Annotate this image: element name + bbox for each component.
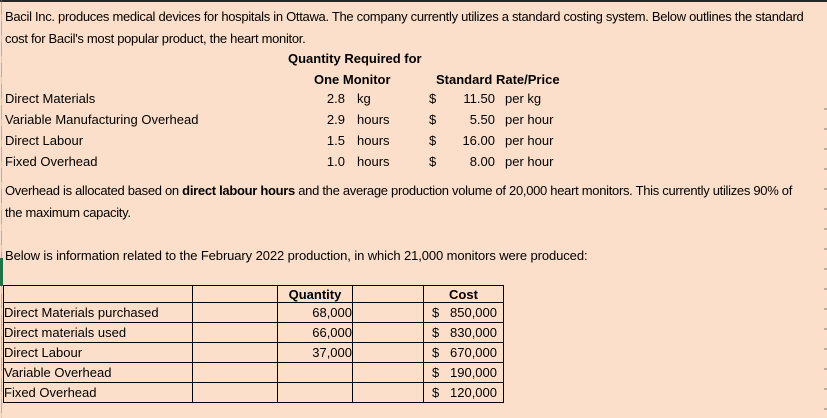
overhead-note-text: and the average production volume of 20,… [294,183,793,198]
std-row-rate: 8.00 [469,154,495,169]
std-row-unit: hours [357,112,390,127]
std-row-quantity: 2.9 [326,112,345,127]
std-cost-row-variable-overhead: Variable Manufacturing Overhead 2.9 hour… [0,111,827,129]
cell-empty[interactable] [192,382,278,403]
cell-cursor [0,258,3,286]
cell-empty[interactable] [352,362,424,383]
std-row-per-unit: per hour [505,133,554,148]
std-row-label: Direct Materials [5,91,96,106]
cell-cost[interactable]: $120,000 [423,382,504,403]
std-row-rate: 5.50 [469,112,495,127]
cost-amount: 850,000 [450,305,497,320]
quantity-column-header[interactable]: Quantity [277,285,353,303]
std-cost-row-direct-labour: Direct Labour 1.5 hours $ 16.00 per hour [0,132,827,150]
overhead-allocation-note: Overhead is allocated based on direct la… [5,180,792,224]
currency-symbol: $ [432,325,440,340]
std-row-currency: $ [429,133,437,148]
cell-empty[interactable] [352,322,424,343]
currency-symbol: $ [432,305,440,320]
cell-label[interactable]: Direct materials used [3,322,193,343]
cell-empty[interactable] [192,362,278,383]
cell-quantity[interactable] [277,382,353,403]
std-row-per-unit: per hour [505,154,554,169]
cell-cost[interactable]: $850,000 [423,302,504,323]
cell-label[interactable]: Direct Materials purchased [3,302,193,323]
cell-quantity[interactable] [277,362,353,383]
std-cost-row-direct-materials: Direct Materials 2.8 kg $ 11.50 per kg [0,90,827,108]
cell-cost[interactable]: $190,000 [423,362,504,383]
cell-cost[interactable]: $830,000 [423,322,504,343]
std-row-quantity: 2.8 [326,91,345,106]
cost-amount: 830,000 [450,325,497,340]
std-row-per-unit: per kg [505,91,542,106]
left-gridline [1,0,2,418]
cell-empty[interactable] [352,342,424,363]
std-row-quantity: 1.5 [326,133,345,148]
cell-cost[interactable]: $670,000 [423,342,504,363]
std-row-unit: hours [357,154,390,169]
cell-label[interactable]: Fixed Overhead [3,382,193,403]
production-table: Quantity Cost Direct Materials purchased… [3,285,504,403]
production-note: Below is information related to the Febr… [5,248,588,263]
cell-quantity[interactable]: 66,000 [277,322,353,343]
std-row-currency: $ [429,91,437,106]
cell-quantity[interactable]: 68,000 [277,302,353,323]
table-row: Direct Materials purchased 68,000 $850,0… [3,302,504,323]
right-gridline-ticks [824,90,827,410]
cell-label[interactable]: Variable Overhead [3,362,193,383]
std-row-currency: $ [429,112,437,127]
cell-quantity[interactable]: 37,000 [277,342,353,363]
currency-symbol: $ [432,365,440,380]
cost-column-header[interactable]: Cost [423,285,504,303]
overhead-note-text: Overhead is allocated based on [5,183,183,198]
std-cost-header-quantity-required: Quantity Required for [288,51,422,66]
currency-symbol: $ [432,385,440,400]
table-row: Variable Overhead $190,000 [3,362,504,383]
std-row-per-unit: per hour [505,112,554,127]
cell-empty[interactable] [352,302,424,323]
std-row-label: Variable Manufacturing Overhead [5,112,199,127]
cell-empty[interactable] [352,285,424,303]
std-row-quantity: 1.0 [326,154,345,169]
cell-empty[interactable] [3,285,193,303]
std-row-label: Fixed Overhead [5,154,98,169]
cell-empty[interactable] [192,322,278,343]
cost-amount: 190,000 [450,365,497,380]
table-row: Direct materials used 66,000 $830,000 [3,322,504,343]
std-row-rate: 11.50 [463,91,495,106]
std-cost-row-fixed-overhead: Fixed Overhead 1.0 hours $ 8.00 per hour [0,153,827,171]
std-cost-header-one-monitor: One Monitor [314,72,391,87]
table-header-row: Quantity Cost [3,285,504,303]
cost-amount: 120,000 [450,385,497,400]
intro-line2: cost for Bacil's most popular product, t… [5,31,306,46]
intro-paragraph: Bacil Inc. produces medical devices for … [5,6,804,50]
std-row-unit: kg [357,91,371,106]
currency-symbol: $ [432,345,440,360]
std-row-unit: hours [357,133,390,148]
cell-label[interactable]: Direct Labour [3,342,193,363]
table-row: Fixed Overhead $120,000 [3,382,504,403]
std-cost-header-rate-price: Standard Rate/Price [436,72,560,87]
top-gridline [0,0,827,2]
cell-empty[interactable] [192,285,278,303]
overhead-note-bold-text: direct labour hours [182,183,295,198]
table-row: Direct Labour 37,000 $670,000 [3,342,504,363]
std-row-currency: $ [429,154,437,169]
std-row-rate: 16.00 [462,133,495,148]
cell-empty[interactable] [352,382,424,403]
std-row-label: Direct Labour [5,133,84,148]
cell-empty[interactable] [192,342,278,363]
cost-amount: 670,000 [450,345,497,360]
intro-line1: Bacil Inc. produces medical devices for … [5,9,804,24]
overhead-note-line2: the maximum capacity. [5,205,131,220]
cell-empty[interactable] [192,302,278,323]
